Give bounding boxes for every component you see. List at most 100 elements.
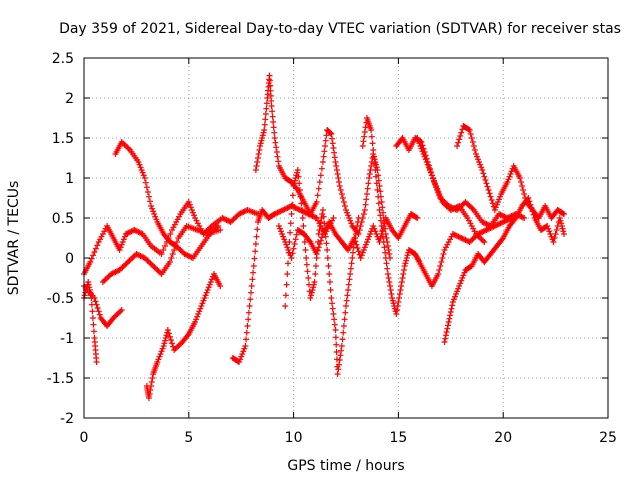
data-point [238, 209, 245, 216]
data-point [422, 156, 429, 163]
data-point [243, 336, 250, 343]
data-point [281, 236, 288, 243]
data-point [207, 224, 214, 231]
data-point [191, 212, 198, 219]
data-point [206, 231, 213, 237]
data-point [477, 161, 484, 168]
y-axis-ticks: -2 -1.5 -1 -0.5 0 0.5 1 1.5 2 2.5 [47, 51, 608, 427]
data-point [298, 200, 305, 207]
data-point [285, 204, 292, 211]
data-point [362, 201, 369, 208]
data-point [298, 207, 305, 214]
data-point [118, 241, 125, 248]
data-point [178, 248, 185, 255]
data-point [414, 256, 421, 263]
data-point [197, 305, 204, 312]
data-point [156, 353, 163, 360]
data-point [558, 223, 565, 229]
data-point [464, 215, 471, 221]
data-point [269, 108, 276, 115]
data-point [262, 111, 269, 117]
data-point [428, 172, 435, 179]
data-point [217, 227, 224, 233]
data-point [120, 140, 127, 147]
data-point [276, 225, 283, 232]
data-point [344, 292, 351, 299]
data-point [134, 228, 141, 235]
data-point [289, 201, 296, 208]
data-point [375, 193, 382, 200]
data-point [383, 235, 390, 241]
data-point [483, 227, 490, 233]
data-point [176, 341, 183, 348]
data-point [338, 191, 345, 197]
data-point [480, 228, 487, 235]
data-point [147, 198, 154, 205]
data-point [289, 192, 296, 199]
data-point [340, 323, 347, 329]
data-point [470, 225, 477, 232]
data-point [462, 237, 469, 243]
data-point [144, 189, 151, 195]
data-point [291, 177, 298, 184]
data-point [310, 284, 317, 291]
data-point [393, 311, 400, 317]
data-point [493, 222, 500, 229]
data-point [299, 208, 306, 215]
data-point [143, 256, 150, 263]
data-point [379, 204, 386, 211]
data-point [138, 230, 145, 237]
data-point [270, 119, 277, 125]
data-point [111, 269, 118, 276]
data-point [152, 265, 159, 272]
data-point [479, 237, 486, 244]
data-point [449, 299, 456, 305]
data-point [273, 144, 280, 151]
data-point [380, 223, 387, 229]
data-point [329, 217, 336, 224]
data-point [361, 244, 368, 251]
data-point [443, 203, 450, 209]
data-point [173, 219, 180, 225]
data-point [186, 201, 193, 208]
data-point [333, 356, 340, 363]
data-point [415, 137, 422, 144]
data-point [117, 308, 124, 315]
data-point [506, 173, 513, 180]
data-point [363, 239, 370, 245]
data-point [159, 345, 166, 352]
data-point [459, 235, 466, 242]
data-point [310, 281, 317, 288]
data-point [324, 255, 331, 261]
data-point [395, 299, 402, 305]
data-point [332, 327, 339, 333]
data-point [475, 233, 482, 240]
data-point [137, 164, 144, 171]
data-point [188, 207, 195, 213]
data-point [378, 231, 385, 237]
data-point [166, 333, 173, 340]
data-point [488, 197, 495, 203]
data-point [435, 271, 442, 277]
data-point [470, 143, 477, 149]
data-point [271, 129, 278, 136]
data-point [509, 212, 516, 219]
data-point [354, 245, 361, 251]
series-track-i [282, 167, 362, 377]
data-point [354, 223, 361, 229]
data-point [256, 147, 263, 153]
data-point [189, 209, 196, 216]
data-point [151, 264, 158, 271]
data-point [284, 205, 291, 211]
data-point [361, 129, 368, 135]
data-point [501, 213, 508, 220]
data-point [448, 305, 455, 312]
data-point [477, 235, 484, 241]
data-point [431, 177, 438, 184]
data-point [346, 215, 353, 221]
data-point [285, 260, 292, 267]
data-point [241, 345, 248, 352]
data-point [284, 244, 291, 251]
data-point [134, 251, 141, 258]
data-point [312, 271, 319, 277]
